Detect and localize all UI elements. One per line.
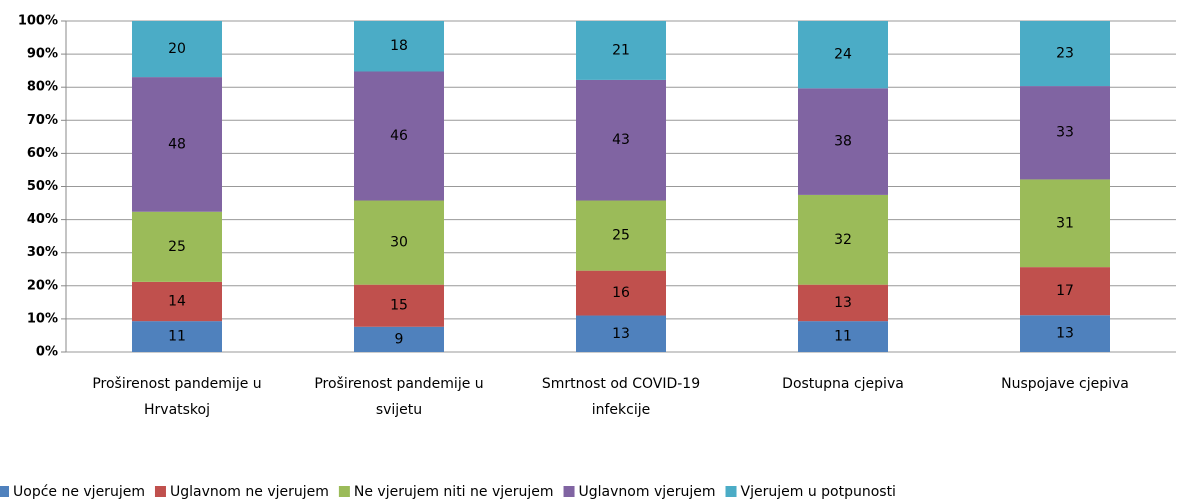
- data-label: 21: [612, 42, 630, 58]
- data-label: 38: [834, 134, 852, 150]
- data-label: 15: [390, 298, 408, 314]
- data-label: 17: [1056, 283, 1074, 299]
- legend-label: Uglavnom vjerujem: [579, 484, 716, 500]
- data-label: 30: [390, 235, 408, 251]
- data-label: 25: [168, 239, 186, 255]
- data-label: 20: [168, 41, 186, 57]
- bar-segment: [132, 281, 222, 322]
- bar-segment: [798, 321, 888, 352]
- data-label: 48: [168, 136, 186, 152]
- bar-segment: [1020, 86, 1110, 180]
- x-tick-label: Dostupna cjepiva: [782, 376, 904, 392]
- data-label: 18: [390, 38, 408, 54]
- bar-segment: [132, 211, 222, 282]
- data-label: 9: [395, 331, 404, 347]
- y-tick-label: 50%: [27, 179, 58, 194]
- y-tick-label: 10%: [27, 311, 58, 326]
- bar-segment: [1020, 21, 1110, 87]
- data-label: 13: [1056, 326, 1074, 342]
- data-label: 16: [612, 285, 630, 301]
- y-tick-label: 20%: [27, 278, 58, 293]
- data-label: 14: [168, 294, 186, 310]
- y-tick-label: 40%: [27, 212, 58, 227]
- y-tick-label: 30%: [27, 245, 58, 260]
- y-tick-label: 80%: [27, 80, 58, 95]
- legend-label: Ne vjerujem niti ne vjerujem: [354, 484, 554, 500]
- y-tick-label: 0%: [36, 345, 58, 360]
- bar-segment: [798, 194, 888, 285]
- legend-swatch: [0, 486, 9, 497]
- legend-label: Uglavnom ne vjerujem: [170, 484, 329, 500]
- bar-segment: [576, 200, 666, 271]
- data-label: 32: [834, 232, 852, 248]
- data-label: 31: [1056, 215, 1074, 231]
- legend-swatch: [563, 486, 575, 497]
- bar-segment: [576, 21, 666, 80]
- bar-segment: [354, 326, 444, 352]
- data-label: 11: [168, 329, 186, 345]
- bar-segment: [354, 284, 444, 327]
- data-label: 33: [1056, 125, 1074, 141]
- x-tick-label: Smrtnost od COVID-19 infekcije: [542, 376, 700, 418]
- legend-label: Uopće ne vjerujem: [13, 484, 145, 500]
- y-tick-label: 100%: [18, 14, 58, 29]
- bar-segment: [1020, 267, 1110, 316]
- bar-segment: [132, 321, 222, 352]
- data-label: 43: [612, 132, 630, 148]
- bar-segment: [798, 284, 888, 322]
- bar-segment: [576, 315, 666, 352]
- data-label: 23: [1056, 46, 1074, 62]
- bar-segment: [132, 21, 222, 78]
- bar-segment: [1020, 179, 1110, 268]
- data-label: 13: [834, 295, 852, 311]
- y-tick-label: 90%: [27, 47, 58, 62]
- data-label: 11: [834, 329, 852, 345]
- data-label: 25: [612, 228, 630, 244]
- legend-label: Vjerujem u potpunosti: [741, 484, 896, 500]
- bar-segment: [354, 21, 444, 72]
- legend-swatch: [725, 486, 737, 497]
- bar-segment: [798, 88, 888, 195]
- data-label: 46: [390, 128, 408, 144]
- bar-segment: [132, 77, 222, 212]
- x-tick-label: Proširenost pandemije u Hrvatskoj: [92, 376, 261, 418]
- bar-segment: [354, 200, 444, 285]
- x-tick-label: Proširenost pandemije u svijetu: [314, 376, 483, 418]
- bar-segment: [576, 79, 666, 201]
- y-tick-label: 60%: [27, 146, 58, 161]
- data-label: 24: [834, 47, 852, 63]
- legend-swatch: [338, 486, 350, 497]
- bar-segment: [576, 270, 666, 316]
- bar-segment: [354, 71, 444, 201]
- bar-segment: [798, 21, 888, 89]
- bar-segment: [1020, 315, 1110, 352]
- legend-swatch: [154, 486, 166, 497]
- y-tick-label: 70%: [27, 113, 58, 128]
- x-tick-label: Nuspojave cjepiva: [1001, 376, 1129, 392]
- data-label: 13: [612, 326, 630, 342]
